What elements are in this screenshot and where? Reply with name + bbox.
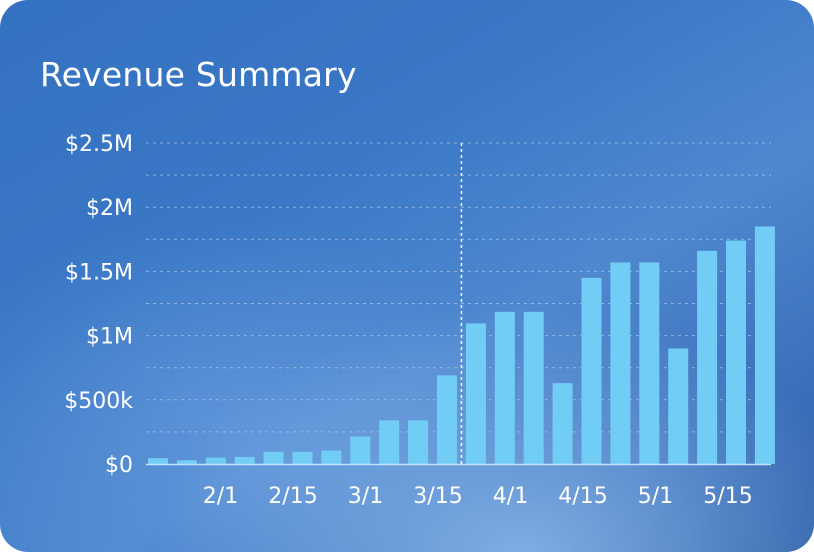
bar	[379, 420, 400, 464]
x-tick-labels: 2/1 2/15 3/1 3/15 4/1 4/15 5/1 5/15	[203, 484, 753, 509]
bar	[321, 450, 342, 464]
x-tick-label: 3/15	[413, 484, 462, 509]
y-tick-label: $2.5M	[65, 132, 133, 157]
y-tick-label: $0	[105, 453, 133, 478]
bar	[263, 451, 284, 464]
bar	[523, 311, 544, 464]
y-tick-label: $500k	[64, 389, 133, 414]
x-tick-label: 4/1	[493, 484, 528, 509]
bar	[610, 262, 631, 464]
y-tick-labels: $0 $500k $1M $1.5M $2M $2.5M	[64, 132, 133, 478]
bar	[437, 375, 457, 464]
bar	[697, 250, 718, 464]
card-title: Revenue Summary	[40, 55, 357, 94]
bar	[668, 348, 689, 464]
bar	[494, 311, 515, 464]
bar	[408, 420, 429, 464]
x-tick-label: 3/1	[348, 484, 383, 509]
x-tick-label: 5/15	[703, 484, 752, 509]
x-tick-label: 5/1	[638, 484, 673, 509]
bar	[639, 262, 660, 464]
y-tick-label: $2M	[86, 196, 133, 221]
bar	[234, 456, 255, 464]
bars	[148, 226, 775, 464]
grid-lines	[146, 142, 771, 433]
bar	[176, 460, 197, 464]
y-tick-label: $1.5M	[65, 260, 133, 285]
bar	[581, 277, 602, 464]
bar	[205, 457, 226, 464]
bar	[726, 240, 746, 464]
bar	[552, 383, 573, 464]
bar	[148, 458, 168, 464]
y-tick-label: $1M	[86, 325, 133, 350]
x-tick-label: 2/1	[203, 484, 238, 509]
bar	[754, 226, 775, 464]
bar	[350, 436, 371, 464]
bar	[292, 451, 313, 464]
x-tick-label: 2/15	[268, 484, 317, 509]
bar	[465, 323, 486, 464]
x-tick-label: 4/15	[558, 484, 607, 509]
